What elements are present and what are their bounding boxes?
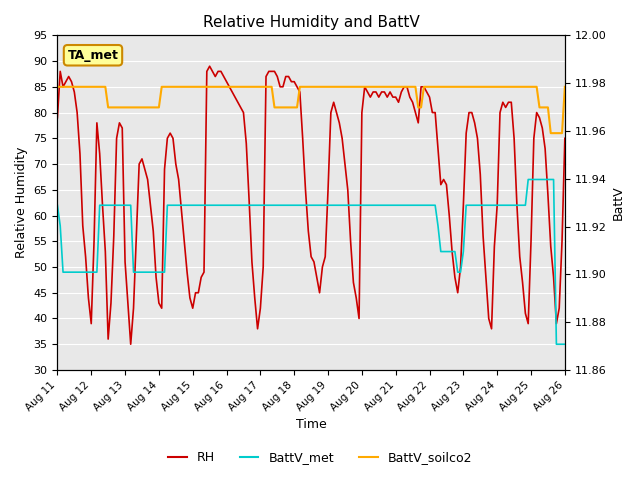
- Legend: RH, BattV_met, BattV_soilco2: RH, BattV_met, BattV_soilco2: [163, 446, 477, 469]
- Title: Relative Humidity and BattV: Relative Humidity and BattV: [203, 15, 419, 30]
- Text: TA_met: TA_met: [68, 49, 118, 62]
- Y-axis label: BattV: BattV: [612, 185, 625, 220]
- Y-axis label: Relative Humidity: Relative Humidity: [15, 147, 28, 258]
- X-axis label: Time: Time: [296, 419, 326, 432]
